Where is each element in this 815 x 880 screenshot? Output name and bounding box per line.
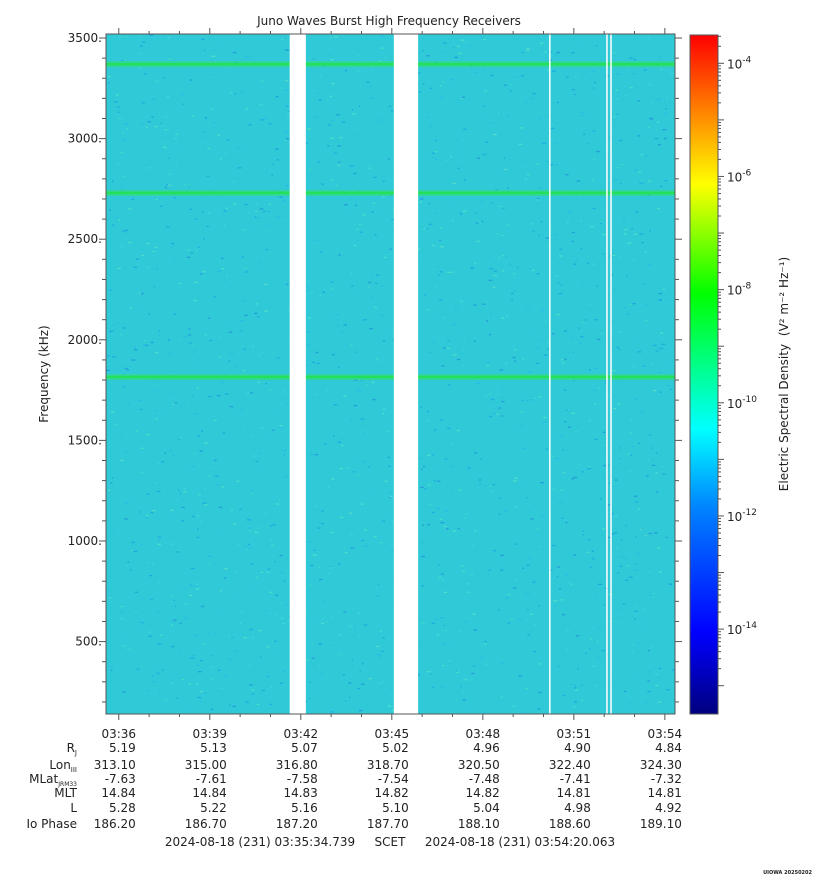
spectrogram-plot-area [106,34,675,714]
ephemeris-row-label: Io Phase [26,817,77,831]
ephemeris-value: 186.70 [185,817,227,831]
ephemeris-value: 5.19 [109,741,136,755]
ephemeris-value: 5.16 [291,801,318,815]
y-tick-label: 2500. [68,232,102,246]
x-tick-label: 03:51 [557,727,592,741]
ephemeris-value: 4.84 [655,741,682,755]
x-tick-label: 03:54 [648,727,683,741]
ephemeris-value: 187.70 [367,817,409,831]
x-tick-label: 03:42 [284,727,319,741]
ephemeris-row-label: MLatJRM33 [29,772,77,788]
ephemeris-value: 318.70 [367,758,409,772]
y-axis-label: Frequency (kHz) [37,325,51,422]
ephemeris-row-label: MLT [54,786,77,800]
emission-line [106,375,675,379]
data-gap [549,34,551,714]
ephemeris-value: -7.48 [469,772,500,786]
ephemeris-value: 14.82 [374,786,408,800]
data-gap [606,34,608,714]
ephemeris-value: 14.84 [101,786,135,800]
ephemeris-value: -7.32 [651,772,682,786]
ephemeris-value: -7.54 [378,772,409,786]
ephemeris-row-label: LonIII [49,758,77,774]
ephemeris-value: 316.80 [276,758,318,772]
ephemeris-value: -7.63 [105,772,136,786]
emission-line [106,191,675,195]
colorbar-tick-label: 10-8 [727,282,752,298]
y-axis: 500. 1000. 1500. 2000. 2500. 3000. 3500. [68,31,682,703]
data-gaps [289,34,612,714]
ephemeris-value: 14.81 [556,786,590,800]
svg-text:Electric Spectral Density: Electric Spectral Density (V² m⁻² Hz⁻¹) [777,257,791,491]
colorbar-label: Electric Spectral Density [777,344,791,491]
ephemeris-value: 5.07 [291,741,318,755]
ephemeris-row-label: RJ [67,741,77,757]
ephemeris-value: 189.10 [640,817,682,831]
ephemeris-value: 5.04 [473,801,500,815]
ephemeris-row-label: L [70,801,77,815]
ephemeris-value: 188.60 [549,817,591,831]
y-tick-label: 1000. [68,534,102,548]
ephemeris-value: 4.90 [564,741,591,755]
colorbar-title: Electric Spectral Density (V² m⁻² Hz⁻¹) [777,257,791,491]
ephemeris-value: 5.10 [382,801,409,815]
footer-end-time: 2024-08-18 (231) 03:54:20.063 [425,835,615,849]
x-tick-label: 03:36 [101,727,136,741]
y-tick-label: 3000. [68,132,102,146]
colorbar-tick-label: 10-4 [727,55,752,71]
colorbar [689,34,719,715]
colorbar-tick-label: 10-12 [727,508,757,524]
y-tick-label: 2000. [68,333,102,347]
spectrogram-background [106,34,675,714]
ephemeris-value: 186.20 [94,817,136,831]
ephemeris-value: 322.40 [549,758,591,772]
ephemeris-value: 187.20 [276,817,318,831]
colorbar-units: (V² m⁻² Hz⁻¹) [777,257,791,336]
footer-start-time: 2024-08-18 (231) 03:35:34.739 [165,835,355,849]
ephemeris-value: 5.13 [200,741,227,755]
data-gap [393,34,419,714]
ephemeris-table: RJ 5.19 5.13 5.07 5.02 4.96 4.90 4.84 LonIII 313.… [26,741,681,831]
y-tick-label: 500. [75,635,102,649]
ephemeris-value: 188.10 [458,817,500,831]
x-tick-label: 03:39 [192,727,227,741]
data-gap [610,34,612,714]
ephemeris-value: 315.00 [185,758,227,772]
ephemeris-value: 5.02 [382,741,409,755]
emission-line [106,62,675,66]
colorbar-tick-label: 10-14 [727,621,757,637]
colorbar-ticks: 10-4 10-6 10-8 10-10 10-12 10-14 [718,35,757,687]
ephemeris-value: 14.83 [283,786,317,800]
ephemeris-value: 4.98 [564,801,591,815]
x-axis: 03:36 03:39 03:42 03:45 03:48 03:51 03:54 [101,28,682,741]
y-tick-label: 3500. [68,31,102,45]
ephemeris-value: 14.81 [647,786,681,800]
colorbar-tick-label: 10-10 [727,395,757,411]
y-tick-label: 1500. [68,433,102,447]
ephemeris-value: 5.28 [109,801,136,815]
footer-scet: SCET [375,835,407,849]
plot-frame [105,33,676,715]
stamp-text: UIOWA 20250202 [763,870,812,876]
ephemeris-value: 14.82 [465,786,499,800]
colorbar-tick-label: 10-6 [727,168,752,184]
x-tick-label: 03:48 [466,727,501,741]
ephemeris-value: 4.92 [655,801,682,815]
ephemeris-value: -7.61 [196,772,227,786]
ephemeris-value: 5.22 [200,801,227,815]
ephemeris-value: 320.50 [458,758,500,772]
ephemeris-value: -7.41 [560,772,591,786]
ephemeris-value: -7.58 [287,772,318,786]
ephemeris-value: 14.84 [192,786,226,800]
ephemeris-value: 313.10 [94,758,136,772]
chart-title: Juno Waves Burst High Frequency Receiver… [256,14,521,28]
ephemeris-value: 324.30 [640,758,682,772]
ephemeris-value: 4.96 [473,741,500,755]
emission-lines [106,61,675,381]
x-tick-label: 03:45 [375,727,410,741]
data-gap [289,34,306,714]
